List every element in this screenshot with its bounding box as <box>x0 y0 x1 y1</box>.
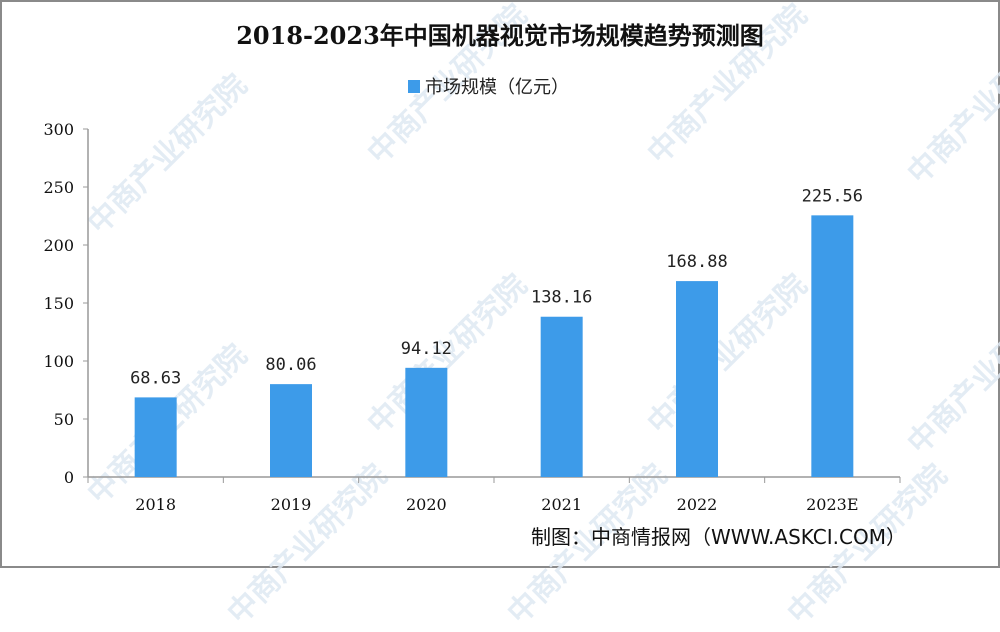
data-label: 225.56 <box>802 186 863 206</box>
data-label: 68.63 <box>130 368 181 388</box>
data-label: 168.88 <box>666 252 727 272</box>
bar-2022 <box>676 281 718 477</box>
chart-title: 2018-2023年中国机器视觉市场规模趋势预测图 <box>236 21 764 50</box>
x-tick-label: 2019 <box>271 495 312 514</box>
y-tick-label: 300 <box>43 120 74 139</box>
x-tick-label: 2021 <box>541 495 582 514</box>
y-tick-label: 0 <box>64 468 74 487</box>
bar-2019 <box>270 384 312 477</box>
bar-2021 <box>540 316 583 477</box>
y-tick-label: 150 <box>43 294 74 313</box>
x-tick-label: 2023E <box>806 495 858 514</box>
bar-2020 <box>405 367 448 477</box>
y-tick-label: 100 <box>43 352 74 371</box>
source-note: 制图：中商情报网（WWW.ASKCI.COM） <box>531 525 906 549</box>
data-label: 80.06 <box>265 355 316 375</box>
x-tick-label: 2022 <box>677 495 718 514</box>
y-tick-label: 200 <box>43 236 74 255</box>
x-tick-label: 2020 <box>406 495 447 514</box>
data-label: 94.12 <box>401 339 452 359</box>
bar-2023E <box>811 215 854 477</box>
y-tick-label: 50 <box>54 410 74 429</box>
legend-label: 市场规模（亿元） <box>425 77 569 98</box>
x-tick-label: 2018 <box>135 495 176 514</box>
data-label: 138.16 <box>531 288 592 308</box>
legend-swatch <box>408 80 420 93</box>
y-tick-label: 250 <box>43 178 74 197</box>
bar-2018 <box>134 397 177 477</box>
